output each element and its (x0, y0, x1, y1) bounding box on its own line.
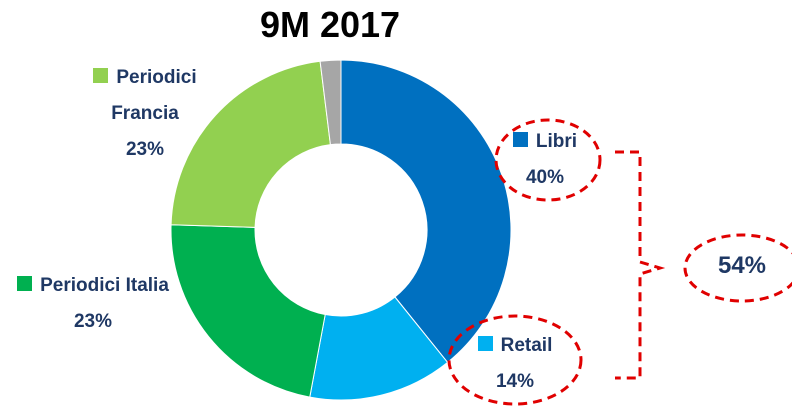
legend-label: Retail 14% (455, 328, 575, 400)
donut-segment (340, 59, 512, 364)
annotation-shapes (447, 118, 792, 406)
legend-swatch (93, 68, 109, 83)
category-label: Periodici Italia (40, 275, 169, 296)
legend-swatch (477, 336, 493, 351)
donut-segment (170, 60, 331, 228)
value-label: 23% (73, 311, 113, 332)
bracket (615, 150, 666, 380)
annotation: 54% (717, 252, 767, 279)
value-label: 23% (125, 139, 165, 160)
legend-label: Periodici Francia 23% (70, 60, 220, 168)
legend-label: Libri 40% (490, 124, 600, 196)
value-label: 40% (525, 167, 565, 188)
donut-segment (319, 59, 342, 146)
highlight-ellipse (494, 118, 602, 202)
legend-label: Periodici Italia 23% (8, 268, 178, 340)
highlight-ellipse (683, 233, 792, 303)
legend-swatch (17, 276, 33, 291)
category-label: Retail (500, 335, 553, 356)
highlight-ellipse (447, 314, 583, 406)
chart-title: 9M 2017 (259, 4, 401, 45)
legend-swatch (512, 132, 528, 147)
category-label: Periodici Francia (111, 67, 197, 124)
category-label: Libri (535, 131, 578, 152)
donut-segment (170, 224, 326, 398)
value-label: 14% (495, 371, 535, 392)
